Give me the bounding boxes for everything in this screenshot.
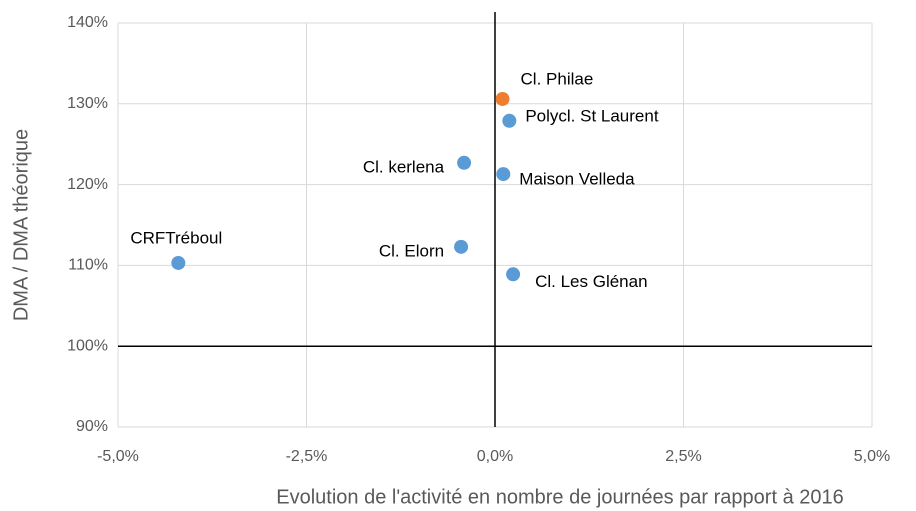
point-label: Cl. Elorn — [379, 241, 444, 260]
y-tick-label: 140% — [67, 14, 108, 31]
point — [502, 113, 517, 128]
point — [171, 255, 186, 270]
point-label: Maison Velleda — [519, 170, 635, 189]
y-tick-label: 90% — [76, 418, 108, 435]
point — [506, 267, 521, 282]
point-label: Polycl. St Laurent — [525, 106, 659, 125]
x-axis-title: Evolution de l'activité en nombre de jou… — [276, 486, 844, 508]
x-tick-label: 5,0% — [854, 448, 890, 465]
point — [495, 91, 510, 106]
point — [454, 239, 469, 254]
y-tick-label: 100% — [67, 337, 108, 354]
point-label: Cl. Philae — [521, 69, 594, 88]
point-label: Cl. kerlena — [363, 157, 445, 176]
y-tick-label: 120% — [67, 176, 108, 193]
point — [457, 155, 472, 170]
x-tick-label: 2,5% — [665, 448, 701, 465]
y-axis-title: DMA / DMA théorique — [10, 129, 32, 321]
x-tick-label: -2,5% — [286, 448, 328, 465]
x-tick-label: 0,0% — [477, 448, 513, 465]
point — [496, 167, 511, 182]
y-tick-label: 110% — [68, 257, 108, 274]
y-tick-label: 130% — [67, 95, 108, 112]
x-tick-label: -5,0% — [97, 448, 139, 465]
point-label: Cl. Les Glénan — [535, 272, 647, 291]
point-label: CRFTréboul — [130, 228, 222, 247]
